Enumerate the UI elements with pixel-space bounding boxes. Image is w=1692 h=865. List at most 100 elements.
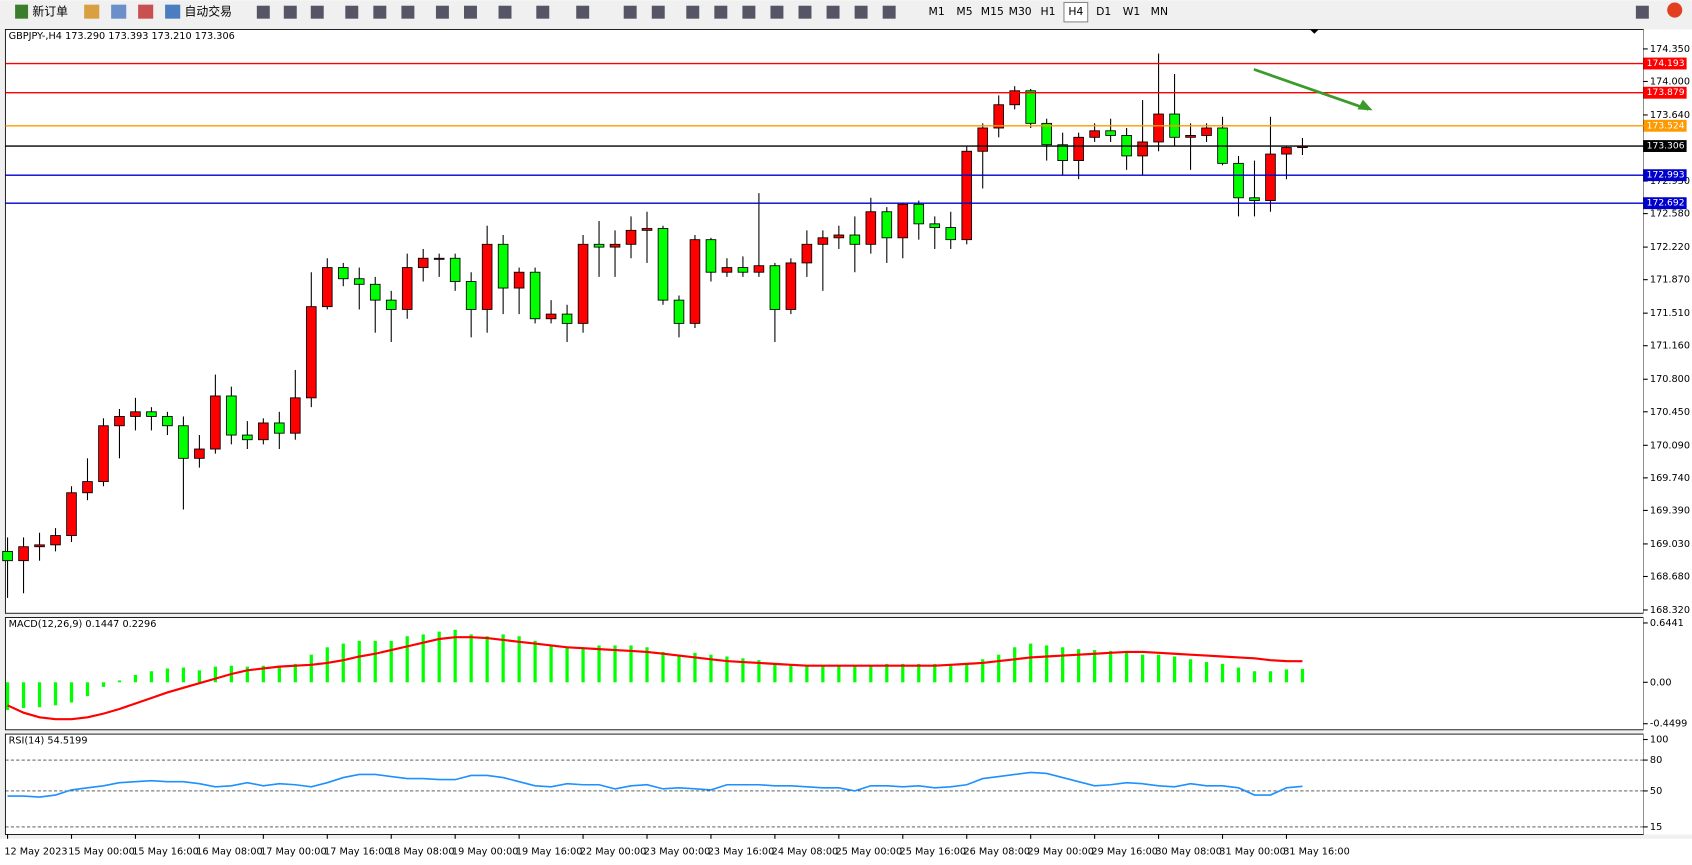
histogram-bar [1077,649,1081,683]
candle-body [929,223,941,228]
candle-body [258,422,269,441]
auto-trading-button[interactable]: 自动交易 [165,4,232,19]
icon[interactable] [498,5,512,19]
timeframe-button[interactable]: H1 [1041,5,1056,18]
icon[interactable] [651,5,665,19]
y-tick-label: -0.4499 [1650,719,1687,730]
price-level-tag [1643,197,1687,210]
timeframe-button[interactable]: H4 [1068,5,1083,18]
histogram-bar [565,647,569,683]
candle-body [1025,90,1036,124]
candle-body [242,434,253,441]
candle-body [465,281,477,310]
plots: 174.350 174.000 173.640 172.930 172.580 172.2… [2,44,1690,858]
histogram-bar [85,682,90,697]
histogram-bar [853,665,857,683]
histogram-bar [773,663,777,683]
histogram-bar [629,645,633,683]
candle-body [545,313,557,320]
candle-body [513,271,525,289]
trend-arrow [1253,68,1369,111]
histogram-bar [1108,650,1113,683]
icon[interactable] [798,5,812,19]
icon[interactable] [435,5,449,19]
histogram-bar [485,636,489,683]
icon[interactable] [401,5,415,19]
histogram-bar [613,645,617,683]
icon[interactable] [826,5,840,19]
notification-badge[interactable] [1667,2,1683,18]
y-tick-label: 171.510 [1650,308,1690,319]
icon[interactable] [256,5,270,19]
histogram-bar [677,654,681,683]
timeframe-button[interactable]: W1 [1123,5,1141,18]
icon[interactable] [111,4,127,19]
new-order-label[interactable]: 新订单 [32,5,68,19]
icon[interactable] [84,4,100,19]
histogram-bar [661,651,665,683]
candle-body [993,104,1004,129]
y-tick-label: 172.580 [1650,209,1690,220]
icon[interactable] [854,5,868,19]
icon[interactable] [536,5,550,19]
icon[interactable] [770,5,784,19]
signal-line [7,636,1303,721]
x-tick-label: 25 May 16:00 [900,847,967,858]
histogram-bar [597,645,601,683]
candle-body [785,262,797,310]
timeframe-button[interactable]: D1 [1096,5,1111,18]
histogram-bar [869,665,873,683]
auto-trading-label[interactable]: 自动交易 [185,5,232,19]
candle-body [290,397,301,434]
candle-body [1009,90,1020,106]
histogram-bar [757,660,761,683]
candle-body [737,267,749,273]
candle-body [529,271,541,320]
icon[interactable] [464,5,477,19]
new-order-button[interactable]: 新订单 [15,4,68,19]
price-level-tag [1643,169,1687,182]
y-tick-label: 15 [1650,822,1662,833]
histogram-bar [117,680,122,683]
x-tick-label: 30 May 08:00 [1155,847,1222,858]
candle-body [817,237,829,245]
histogram-bar [1061,647,1065,683]
search-icon[interactable] [1635,5,1649,19]
icon[interactable] [623,5,637,19]
icon[interactable] [345,5,359,19]
timeframe-button[interactable]: MN [1151,5,1168,18]
icon[interactable] [310,5,324,19]
rsi-pane [4,733,1644,835]
candle-body [593,243,605,248]
x-tick-label: 29 May 16:00 [1091,847,1158,858]
icon[interactable] [138,4,154,19]
histogram-bar [309,654,313,683]
y-tick-label: 173.640 [1650,110,1690,121]
histogram-bar [1045,645,1049,683]
timeframe-button[interactable]: M15 [981,5,1004,18]
icon[interactable] [686,5,700,19]
histogram-bar [325,647,329,683]
histogram-bar [437,631,441,683]
histogram-bar [645,647,649,683]
candle-body [945,227,957,241]
price-level-label: 173.524 [1647,120,1685,131]
x-tick-label: 15 May 16:00 [132,847,199,858]
icon[interactable] [882,5,896,19]
candle-body [369,283,381,301]
icon[interactable] [576,5,590,19]
icon[interactable] [742,5,756,19]
icon[interactable] [373,5,387,19]
histogram-bar [1252,671,1257,683]
y-tick-label: 174.350 [1650,44,1690,55]
timeframe-button[interactable]: M5 [956,5,972,18]
candle-body [18,546,29,562]
timeframe-button[interactable]: M30 [1009,5,1032,18]
histogram-bar [997,654,1001,683]
icon[interactable] [714,5,728,19]
candle-body [1041,122,1052,146]
timeframe-button[interactable]: M1 [929,5,945,18]
icon[interactable] [283,5,297,19]
y-tick-label: 169.030 [1650,539,1690,550]
histogram-bar [821,665,825,683]
